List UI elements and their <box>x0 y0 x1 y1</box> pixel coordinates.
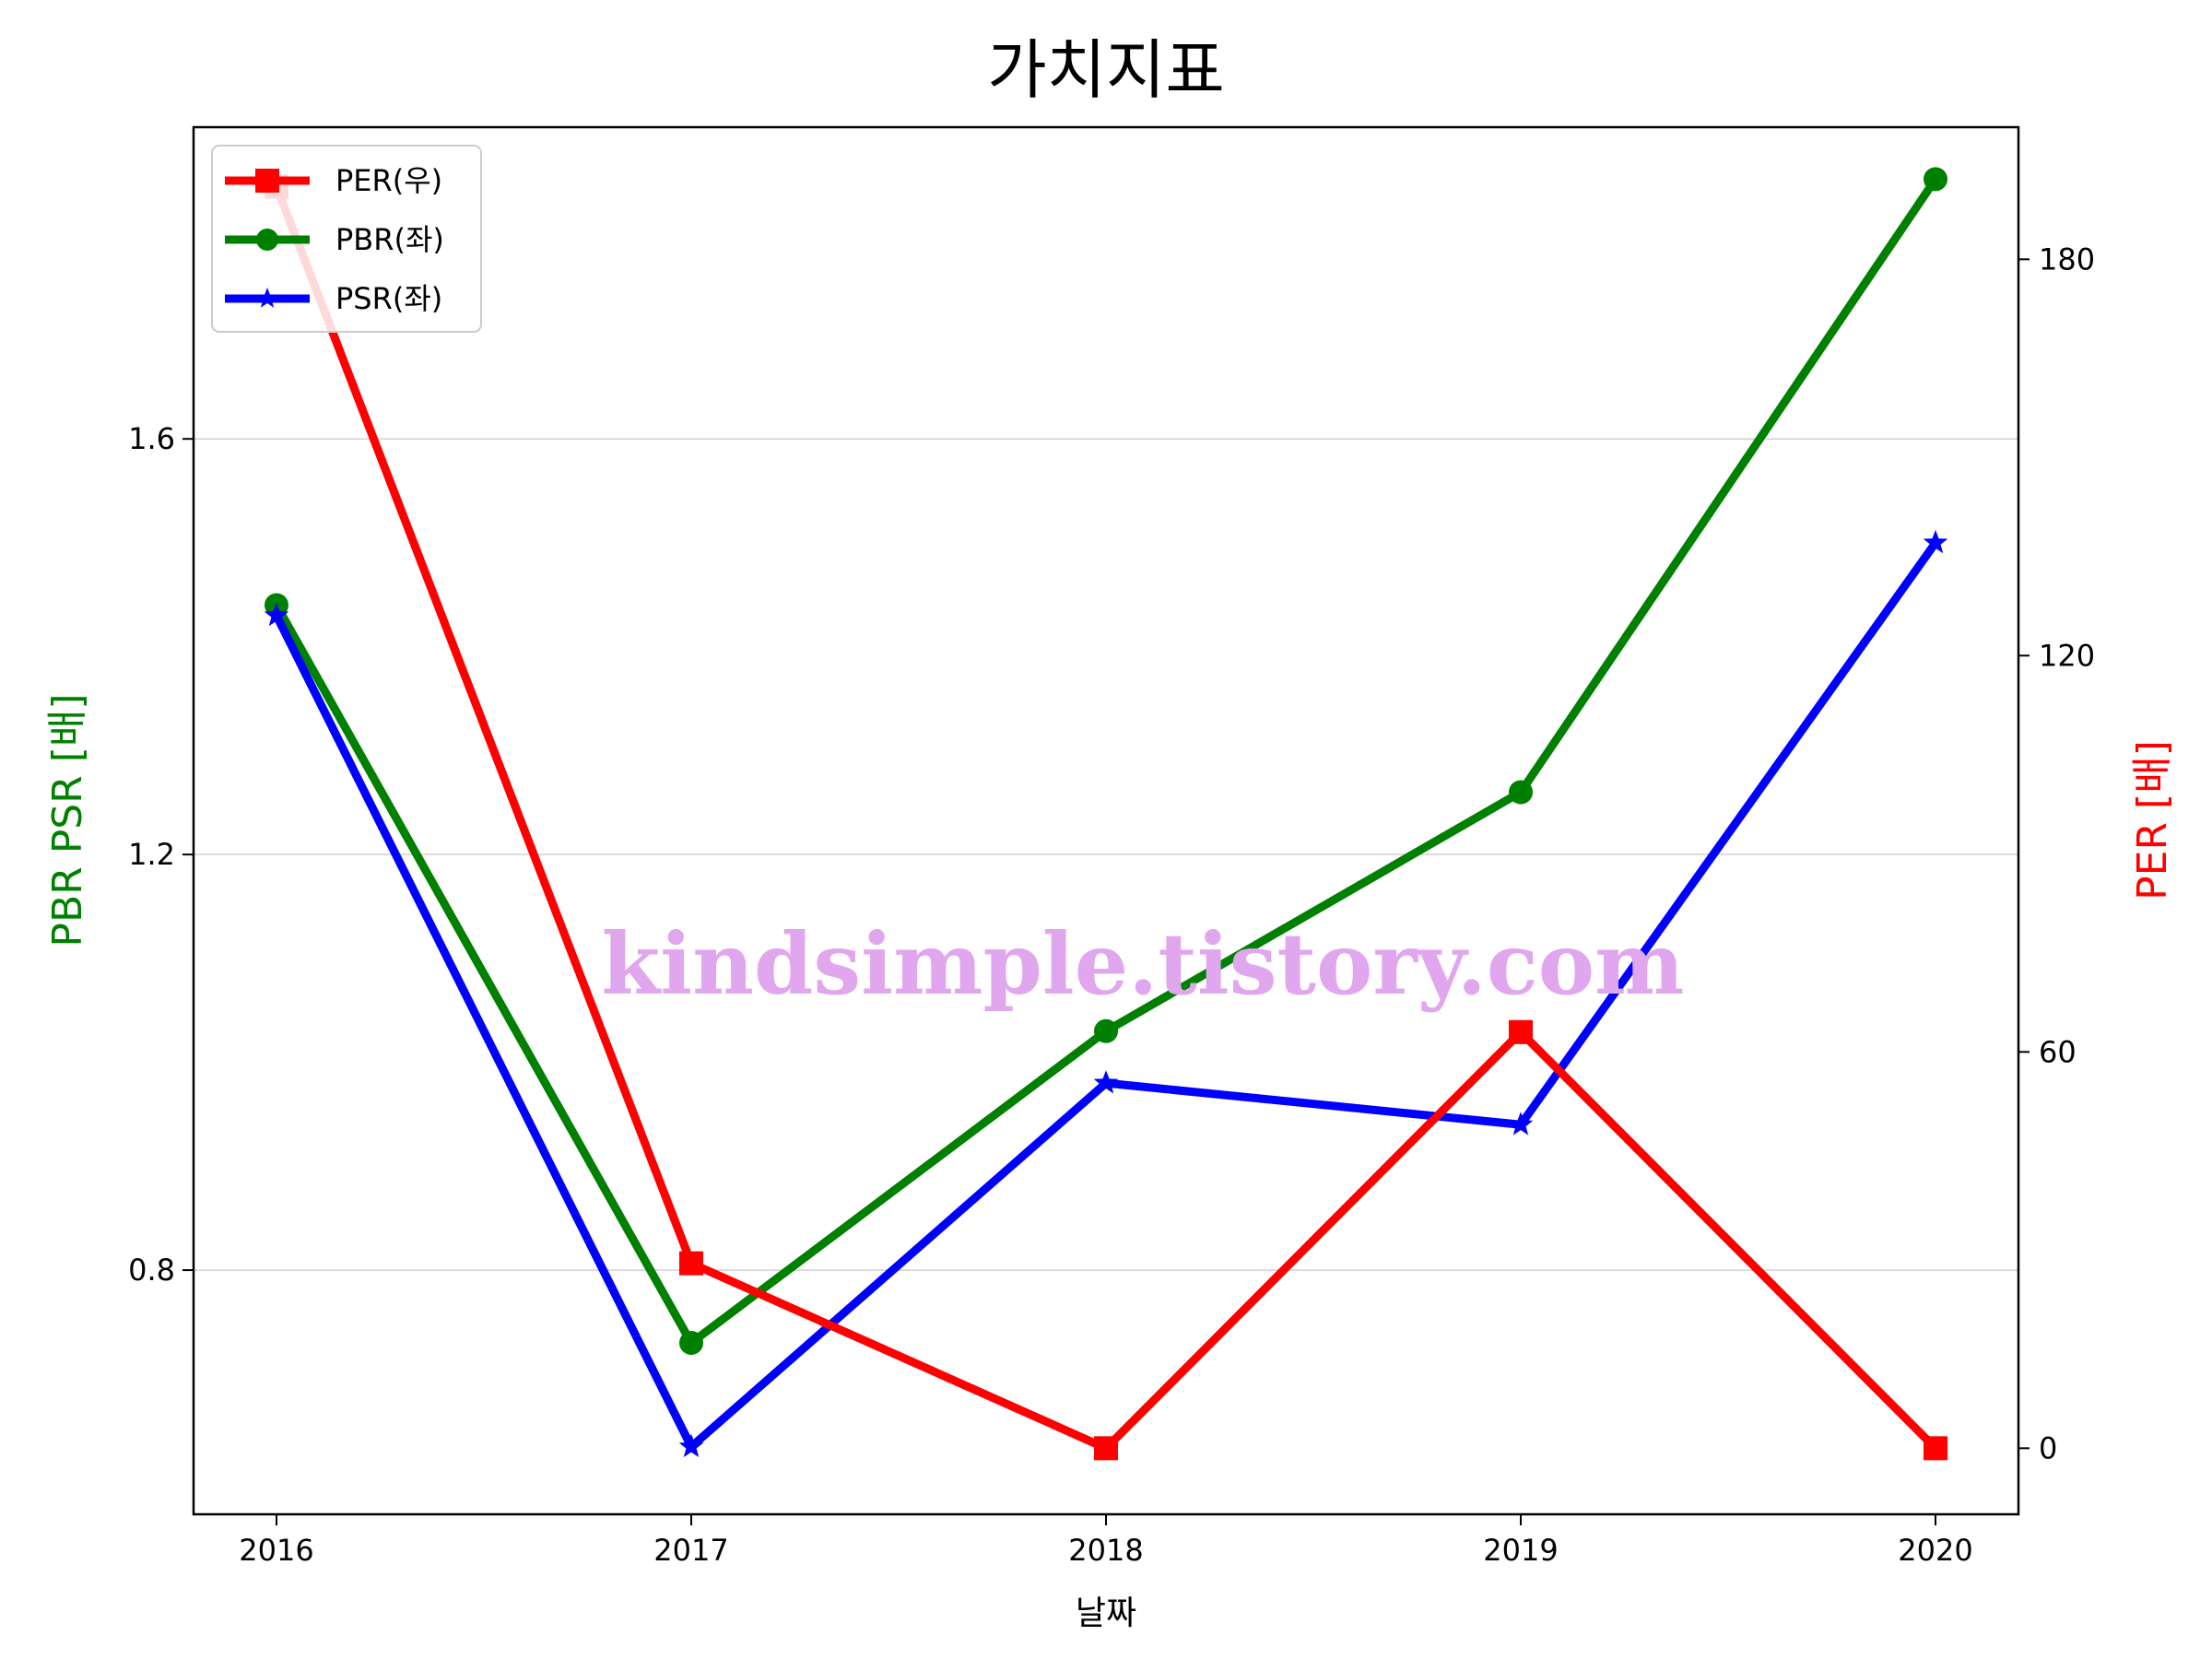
y-tick-label-left: 1.2 <box>128 837 175 872</box>
x-tick-label: 2017 <box>653 1533 728 1568</box>
x-tick-label: 2019 <box>1483 1533 1558 1568</box>
x-tick-label: 2020 <box>1898 1533 1972 1568</box>
data-point-per우 <box>1509 1019 1533 1044</box>
chart-title: 가치지표 <box>987 32 1225 108</box>
data-point-pbr좌 <box>1094 1018 1118 1043</box>
data-point-pbr좌 <box>679 1330 703 1355</box>
y-axis-label-right: PER [배] <box>2129 740 2176 900</box>
legend-label-pbr좌: PBR(좌) <box>335 222 444 257</box>
y-tick-label-right: 180 <box>2039 241 2095 276</box>
data-point-pbr좌 <box>1924 167 1947 192</box>
data-point-psr좌 <box>1093 1070 1119 1094</box>
data-point-psr좌 <box>678 1433 704 1457</box>
data-point-psr좌 <box>1508 1112 1534 1135</box>
legend-marker-pbr좌 <box>256 229 278 251</box>
x-axis-label: 날짜 <box>1076 1594 1136 1632</box>
y-tick-label-right: 120 <box>2039 638 2095 673</box>
series-layer <box>264 167 1948 1461</box>
y-tick-label-left: 0.8 <box>128 1253 175 1288</box>
series-pbr좌 <box>265 167 1947 1355</box>
y-ticks-left: 0.8 1.2 1.6 <box>128 421 194 1288</box>
y-tick-label-right: 0 <box>2039 1430 2057 1465</box>
x-ticks: 2016 2017 2018 2019 2020 <box>239 1514 1973 1568</box>
legend-label-per우: PER(우) <box>335 163 442 198</box>
data-point-per우 <box>1094 1436 1118 1461</box>
x-tick-label: 2016 <box>239 1533 313 1568</box>
watermark: kindsimple.tistory.com <box>601 914 1684 1014</box>
legend-marker-psr좌 <box>256 288 278 308</box>
y-tick-label-right: 60 <box>2039 1034 2077 1069</box>
data-point-psr좌 <box>1923 529 1948 554</box>
legend: PER(우) PBR(좌) PSR(좌) <box>211 145 482 333</box>
y-tick-label-left: 1.6 <box>128 421 175 456</box>
series-psr좌 <box>264 529 1948 1457</box>
data-point-per우 <box>1924 1436 1947 1461</box>
x-tick-label: 2018 <box>1068 1533 1143 1568</box>
legend-marker-per우 <box>255 169 279 193</box>
data-point-per우 <box>679 1251 703 1276</box>
y-ticks-right: 0 60 120 180 <box>2018 241 2095 1465</box>
data-point-pbr좌 <box>1509 780 1533 805</box>
y-axis-label-left: PBR PSR [배] <box>44 693 91 947</box>
legend-label-psr좌: PSR(좌) <box>335 281 442 316</box>
data-point-psr좌 <box>264 602 289 627</box>
